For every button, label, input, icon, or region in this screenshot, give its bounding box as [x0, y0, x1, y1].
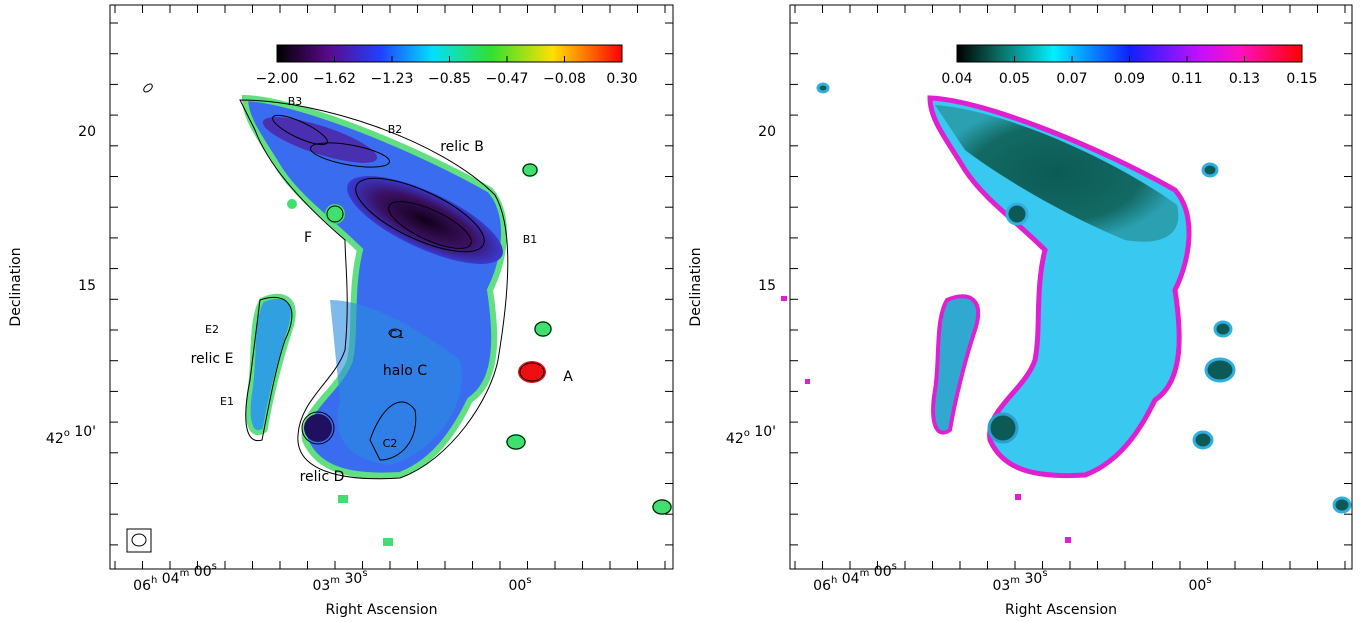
annotation: C1 [390, 328, 405, 341]
tick-part: 42 [46, 431, 64, 447]
tick-part: 20 [758, 124, 776, 140]
tick-part: 00 [508, 578, 526, 594]
x-tick-label: 00s [1188, 575, 1211, 594]
y-tick-label: 42o 10' [46, 424, 96, 447]
y-axis-label: Declination [8, 247, 24, 326]
colorbar-tick-label: 0.07 [1056, 71, 1087, 87]
tick-part: 15 [758, 278, 776, 294]
annotation: E2 [205, 323, 219, 336]
colorbar-tick-label: −2.00 [256, 71, 299, 87]
colorbar-tick-label: 0.09 [1114, 71, 1145, 87]
tick-sup: o [744, 428, 750, 439]
annotation: relic E [191, 351, 234, 367]
annotation: relic D [300, 469, 345, 485]
colorbar-tick-label: 0.05 [999, 71, 1030, 87]
tick-part: 00 [1188, 578, 1206, 594]
annotation: E1 [220, 395, 234, 408]
tick-sup: s [1042, 568, 1047, 579]
colorbar-tick-label: −0.85 [428, 71, 471, 87]
plot-frame [109, 4, 674, 570]
tick-part: 00 [869, 564, 891, 580]
tick-part: 03 [992, 578, 1010, 594]
colorbar-tick-label: −0.47 [486, 71, 529, 87]
tick-sup: h [151, 575, 157, 586]
tick-part: 15 [78, 278, 96, 294]
colorbar-tick-label: 0.15 [1286, 71, 1317, 87]
tick-sup: s [212, 561, 217, 572]
y-tick-label: 20 [758, 124, 776, 140]
x-tick-label: 06h 04m 00s [133, 561, 217, 594]
y-tick-label: 15 [758, 278, 776, 294]
annotation: halo C [383, 363, 427, 379]
plot-frame [789, 4, 1353, 570]
tick-part: 10' [750, 424, 776, 440]
tick-sup: m [180, 568, 190, 579]
annotation: B3 [288, 95, 303, 108]
y-axis-label: Declination [688, 247, 704, 326]
tick-sup: s [892, 561, 897, 572]
spectral-index-map [126, 83, 672, 553]
tick-part: 06 [133, 578, 151, 594]
error-map [781, 82, 1352, 543]
annotation: C2 [383, 437, 398, 450]
x-tick-label: 03m 30s [312, 568, 367, 594]
y-tick-label: 15 [78, 278, 96, 294]
x-tick-label: 03m 30s [992, 568, 1047, 594]
y-tick-label: 20 [78, 124, 96, 140]
x-tick-label: 00s [508, 575, 531, 594]
colorbar-tick-label: 0.13 [1229, 71, 1260, 87]
x-axis-label: Right Ascension [326, 602, 438, 618]
colorbar-tick-label: 0.30 [606, 71, 637, 87]
y-tick-label: 42o 10' [726, 424, 776, 447]
tick-part: 00 [189, 564, 211, 580]
tick-sup: s [362, 568, 367, 579]
tick-sup: m [860, 568, 870, 579]
tick-part: 10' [70, 424, 96, 440]
tick-part: 42 [726, 431, 744, 447]
tick-part: 20 [78, 124, 96, 140]
colorbar-tick-label: −0.08 [543, 71, 586, 87]
tick-sup: s [1206, 575, 1211, 586]
tick-sup: s [526, 575, 531, 586]
tick-part: 30 [1020, 571, 1042, 587]
colorbar-tick-label: 0.04 [941, 71, 972, 87]
tick-sup: h [831, 575, 837, 586]
colorbar-tick-label: −1.23 [371, 71, 414, 87]
x-axis-label: Right Ascension [1005, 602, 1117, 618]
tick-part: 04 [157, 571, 179, 587]
tick-sup: o [64, 428, 70, 439]
tick-part: 30 [340, 571, 362, 587]
annotation: relic B [440, 139, 484, 155]
colorbar-tick-label: −1.62 [313, 71, 356, 87]
x-tick-label: 06h 04m 00s [813, 561, 897, 594]
tick-part: 04 [837, 571, 859, 587]
tick-sup: m [330, 575, 340, 586]
annotation: A [563, 369, 573, 385]
annotation: B2 [388, 123, 403, 136]
annotation: B1 [523, 233, 538, 246]
tick-sup: m [1010, 575, 1020, 586]
tick-part: 06 [813, 578, 831, 594]
tick-part: 03 [312, 578, 330, 594]
colorbar-tick-label: 0.11 [1171, 71, 1202, 87]
annotation: F [304, 230, 312, 246]
